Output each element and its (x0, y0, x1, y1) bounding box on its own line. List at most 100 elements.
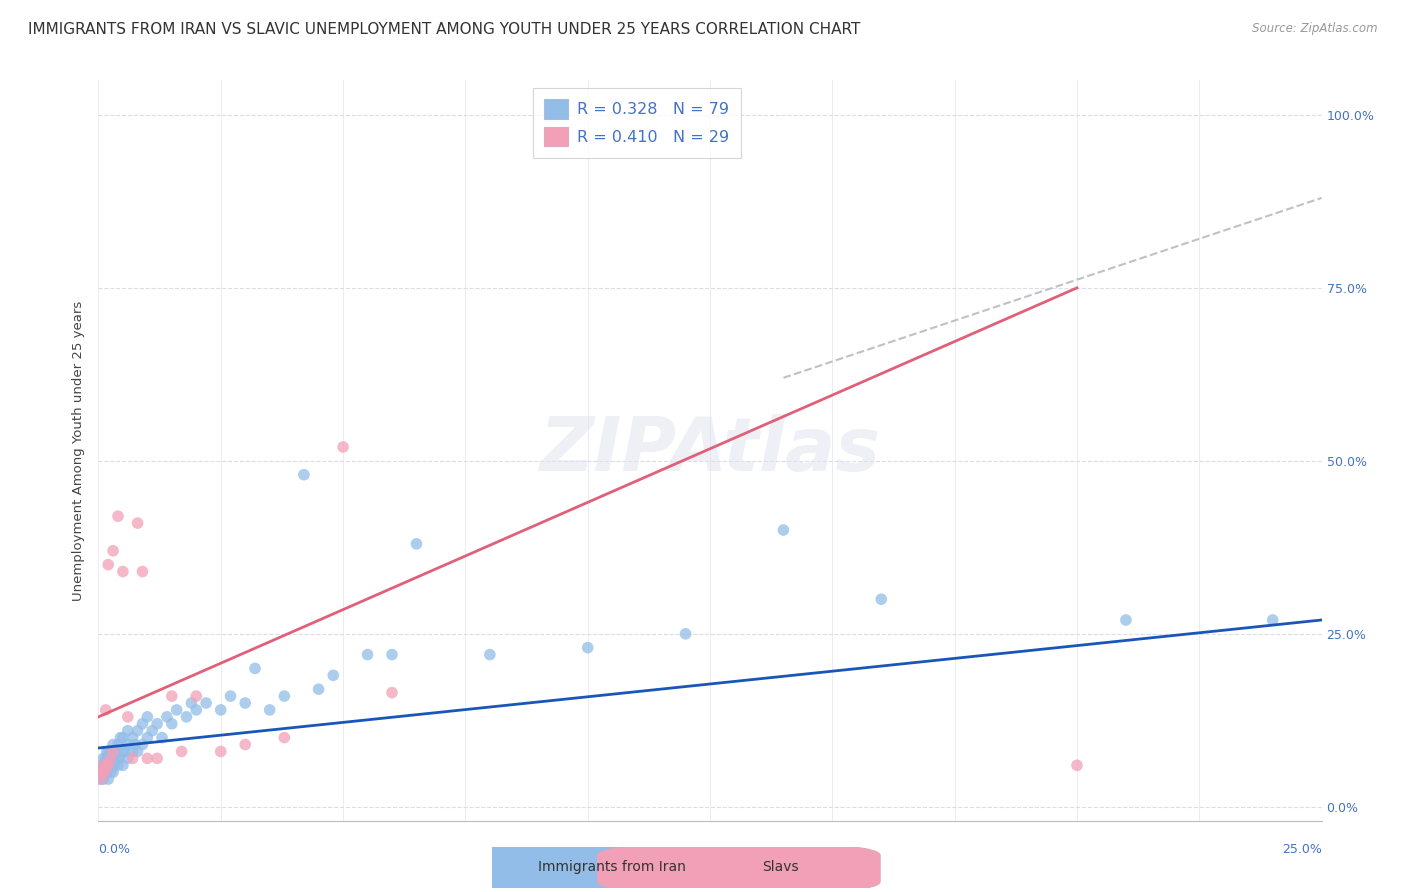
Point (273, 731, 295, 745)
Text: Source: ZipAtlas.com: Source: ZipAtlas.com (1253, 22, 1378, 36)
Point (96, 751, 118, 765)
Point (127, 744, 149, 758)
Point (219, 689, 242, 703)
Point (322, 668, 344, 682)
Point (90, 772, 112, 786)
Point (117, 738, 139, 752)
Point (111, 731, 134, 745)
Point (121, 744, 143, 758)
Point (1115, 613, 1137, 627)
Point (91, 772, 114, 786)
Point (91, 765, 114, 780)
Point (94, 765, 117, 780)
Point (107, 751, 129, 765)
Point (117, 751, 139, 765)
Point (101, 744, 124, 758)
Point (94, 751, 117, 765)
Point (675, 627, 697, 641)
Point (98, 751, 121, 765)
Point (186, 689, 208, 703)
Text: Immigrants from Iran: Immigrants from Iran (538, 861, 686, 874)
Point (273, 689, 295, 703)
Point (91, 765, 114, 780)
FancyBboxPatch shape (598, 844, 880, 892)
Point (97, 751, 120, 765)
Point (160, 716, 183, 731)
Point (332, 440, 354, 454)
Point (98, 758, 121, 772)
Point (356, 648, 378, 662)
Point (136, 751, 159, 765)
Point (131, 738, 153, 752)
Point (101, 765, 124, 780)
Point (101, 543, 124, 558)
Point (576, 640, 599, 655)
Text: ZIPAtlas: ZIPAtlas (540, 414, 880, 487)
Y-axis label: Unemployment Among Youth under 25 years: Unemployment Among Youth under 25 years (72, 301, 86, 600)
Point (90, 772, 112, 786)
Point (166, 703, 188, 717)
Point (478, 648, 501, 662)
Point (96, 744, 118, 758)
Text: Slavs: Slavs (762, 861, 799, 874)
Point (121, 751, 143, 765)
Point (124, 738, 146, 752)
Point (259, 703, 281, 717)
Point (91, 758, 114, 772)
Point (170, 744, 193, 758)
Point (136, 710, 159, 724)
Point (94, 758, 117, 772)
Point (90, 765, 112, 780)
Point (103, 758, 125, 772)
Point (104, 744, 127, 758)
Point (209, 703, 232, 717)
Point (121, 731, 143, 745)
Point (111, 565, 134, 579)
Point (308, 682, 330, 697)
Point (107, 738, 129, 752)
Point (114, 744, 136, 758)
Point (91, 758, 114, 772)
Point (233, 738, 256, 752)
Point (91, 758, 114, 772)
Point (101, 744, 124, 758)
Point (91, 751, 114, 765)
Legend: R = 0.328   N = 79, R = 0.410   N = 29: R = 0.328 N = 79, R = 0.410 N = 29 (533, 88, 741, 158)
Point (186, 703, 208, 717)
Point (100, 765, 122, 780)
Point (160, 689, 183, 703)
Point (243, 661, 266, 675)
Point (101, 738, 124, 752)
Point (127, 516, 149, 530)
Point (90, 765, 112, 780)
Point (93, 765, 115, 780)
Point (180, 696, 202, 710)
Point (141, 723, 163, 738)
Point (405, 537, 427, 551)
Point (292, 467, 315, 482)
Point (97, 744, 120, 758)
Point (93, 765, 115, 780)
Text: IMMIGRANTS FROM IRAN VS SLAVIC UNEMPLOYMENT AMONG YOUTH UNDER 25 YEARS CORRELATI: IMMIGRANTS FROM IRAN VS SLAVIC UNEMPLOYM… (28, 22, 860, 37)
Point (150, 731, 173, 745)
Point (127, 723, 149, 738)
Point (233, 696, 256, 710)
Point (100, 751, 122, 765)
Point (176, 710, 198, 724)
Point (1066, 758, 1088, 772)
Point (136, 731, 159, 745)
Point (107, 509, 129, 524)
Text: 0.0%: 0.0% (98, 843, 131, 856)
Point (117, 710, 139, 724)
Point (100, 744, 122, 758)
Point (97, 758, 120, 772)
Point (111, 758, 134, 772)
Point (156, 710, 179, 724)
Point (97, 758, 120, 772)
Point (772, 523, 794, 537)
Point (870, 592, 893, 607)
Point (94, 703, 117, 717)
FancyBboxPatch shape (374, 844, 657, 892)
Point (108, 751, 131, 765)
Point (209, 744, 232, 758)
